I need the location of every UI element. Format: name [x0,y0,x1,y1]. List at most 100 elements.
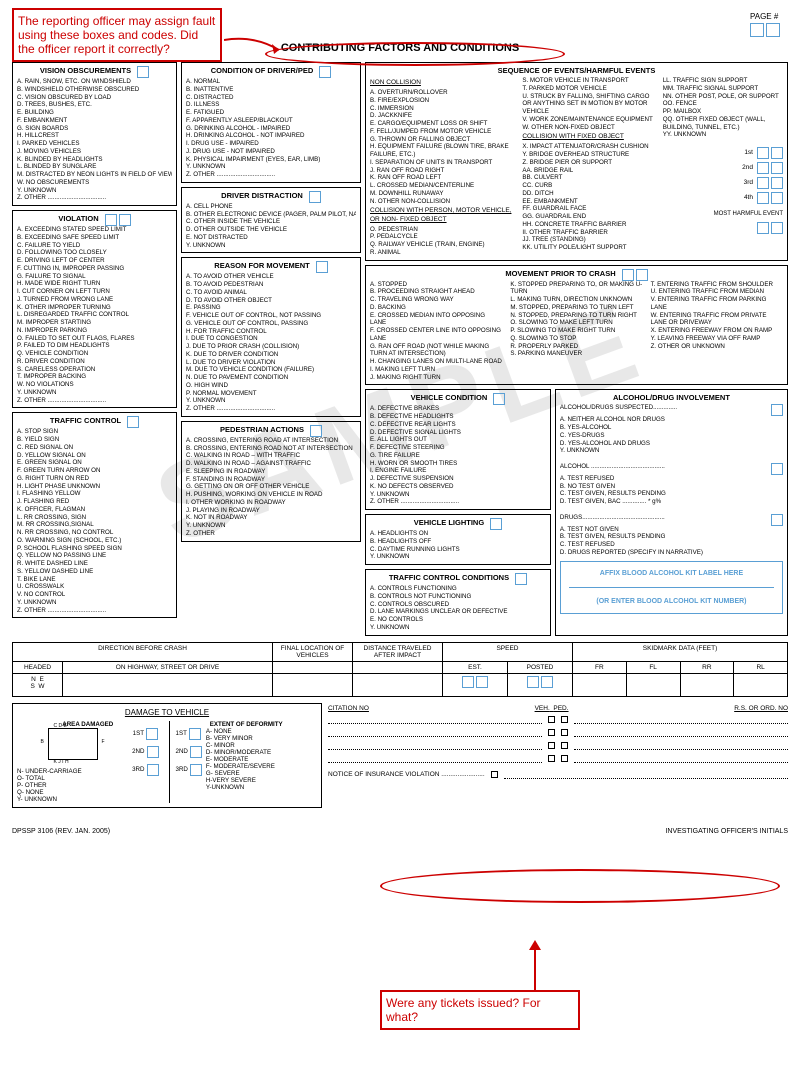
list-item: X. ENTERING FREEWAY FROM ON RAMP [651,327,783,335]
list-item: O. FAILED TO SET OUT FLAGS, FLARES [17,335,172,343]
list-item: Y. UNKNOWN [560,447,783,455]
list-item: I. ENGINE FAILURE [370,467,546,475]
seq-harm-b[interactable] [771,222,783,234]
page-box-1[interactable] [750,23,764,37]
list-item: E. BUILDING [17,109,172,117]
ext-1[interactable] [189,728,201,740]
cond-driver-box[interactable] [319,66,331,78]
alc-box[interactable] [771,463,783,475]
veh-cond-section: VEHICLE CONDITION A. DEFECTIVE BRAKESB. … [365,389,551,510]
list-item: D. DRUGS REPORTED (SPECIFY IN NARRATIVE) [560,549,783,557]
list-item: E. CARGO/EQUIPMENT LOSS OR SHIFT [370,120,514,128]
drugs-box[interactable] [771,514,783,526]
ext-2[interactable] [190,746,202,758]
list-item: Z. OTHER OR UNKNOWN [651,343,783,351]
vision-code-box[interactable] [137,66,149,78]
seq-4-a[interactable] [757,192,769,204]
list-item: Z. OTHER ...............................… [17,397,172,405]
est-b2[interactable] [476,676,488,688]
list-item: C. RED SIGNAL ON [17,444,172,452]
list-item: G. RAN OFF ROAD (NOT WHILE MAKING TURN A… [370,343,502,359]
list-item: Y. UNKNOWN [186,242,356,250]
movement-prior-section: MOVEMENT PRIOR TO CRASH A. STOPPEDB. PRO… [365,265,788,386]
list-item: Z. OTHER ...............................… [17,194,172,202]
list-item: G. GETTING ON OR OFF OTHER VEHICLE [186,483,356,491]
tcond-box[interactable] [515,573,527,585]
area-3[interactable] [147,764,159,776]
seq-4-b[interactable] [771,192,783,204]
seq-3-a[interactable] [757,177,769,189]
list-item: C. VISION OBSCURED BY LOAD [17,94,172,102]
car-diagram: C D E B F K J I H [48,728,98,760]
area-1[interactable] [146,728,158,740]
list-item: LL. TRAFFIC SIGN SUPPORT [663,77,783,85]
list-item: Z. OTHER ...............................… [186,171,356,179]
page-number-label: PAGE # [750,12,780,37]
list-item: Y. UNKNOWN [17,389,172,397]
list-item: R. WHITE DASHED LINE [17,560,172,568]
cit-v3[interactable] [548,742,555,749]
distraction-box[interactable] [309,191,321,203]
move-box2[interactable] [636,269,648,281]
violation-box2[interactable] [119,214,131,226]
est-b1[interactable] [462,676,474,688]
vlight-box[interactable] [490,518,502,530]
seq-2-a[interactable] [757,162,769,174]
list-item: D. OTHER OUTSIDE THE VEHICLE [186,226,356,234]
list-item: G. SIGN BOARDS [17,125,172,133]
list-item: Y. UNKNOWN [17,187,172,195]
cit-p2[interactable] [561,729,568,736]
list-item: A. CROSSING, ENTERING ROAD AT INTERSECTI… [186,437,356,445]
list-item: QQ. OTHER FIXED OBJECT (WALL, BUILDING, … [663,116,783,132]
list-item: S. PARKING MANEUVER [510,350,642,358]
move-box1[interactable] [622,269,634,281]
list-item: I. CUT CORNER ON LEFT TURN [17,288,172,296]
list-item: I. FLASHING YELLOW [17,490,172,498]
ped-box[interactable] [310,425,322,437]
list-item: D. YELLOW SIGNAL ON [17,452,172,460]
reason-movement-section: REASON FOR MOVEMENT A. TO AVOID OTHER VE… [181,257,361,417]
post-b1[interactable] [527,676,539,688]
citation-area: CITATION NO VEH. PED. R.S. OR ORD. NO NO… [328,703,788,808]
cit-v1[interactable] [548,716,555,723]
page-box-2[interactable] [766,23,780,37]
seq-harm-a[interactable] [757,222,769,234]
ext-3[interactable] [190,764,202,776]
violation-box1[interactable] [105,214,117,226]
cit-v4[interactable] [548,755,555,762]
list-item: H-VERY SEVERE [206,777,275,784]
reason-box[interactable] [316,261,328,273]
cit-p4[interactable] [561,755,568,762]
seq-3-b[interactable] [771,177,783,189]
list-item: N. OTHER NON-COLLISION [370,198,514,206]
list-item: A. CELL PHONE [186,203,356,211]
list-item: Y. LEAVING FREEWAY VIA OFF RAMP [651,335,783,343]
alc-susp-box[interactable] [771,404,783,416]
list-item: P. FAILED TO DIM HEADLIGHTS [17,342,172,350]
violation-section: VIOLATION A. EXCEEDING STATED SPEED LIMI… [12,210,177,408]
list-item: Y. UNKNOWN [370,624,546,632]
list-item: G. FAILURE TO SIGNAL [17,273,172,281]
footer-left: DPSSP 3106 (REV. JAN. 2005) [12,828,110,835]
list-item: V. NO CONTROL [17,591,172,599]
cit-p1[interactable] [561,716,568,723]
vcond-box[interactable] [493,393,505,405]
post-b2[interactable] [541,676,553,688]
seq-1-a[interactable] [757,147,769,159]
list-item: J. PLAYING IN ROADWAY [186,507,356,515]
cit-v2[interactable] [548,729,555,736]
cit-p3[interactable] [561,742,568,749]
list-item: K. PHYSICAL IMPAIRMENT (EYES, EAR, LIMB) [186,156,356,164]
list-item: B. NO TEST GIVEN [560,483,783,491]
list-item: AA. BRIDGE RAIL [522,167,654,175]
list-item: A. TEST NOT GIVEN [560,526,783,534]
list-item: J. DRUG USE - NOT IMPAIRED [186,148,356,156]
seq-1-b[interactable] [771,147,783,159]
list-item: A. NORMAL [186,78,356,86]
list-item: L. CROSSED MEDIAN/CENTERLINE [370,182,514,190]
area-2[interactable] [147,746,159,758]
seq-2-b[interactable] [771,162,783,174]
notice-box[interactable] [491,771,498,778]
list-item: B. OTHER ELECTRONIC DEVICE (PAGER, PALM … [186,211,356,219]
traffic-control-box[interactable] [127,416,139,428]
